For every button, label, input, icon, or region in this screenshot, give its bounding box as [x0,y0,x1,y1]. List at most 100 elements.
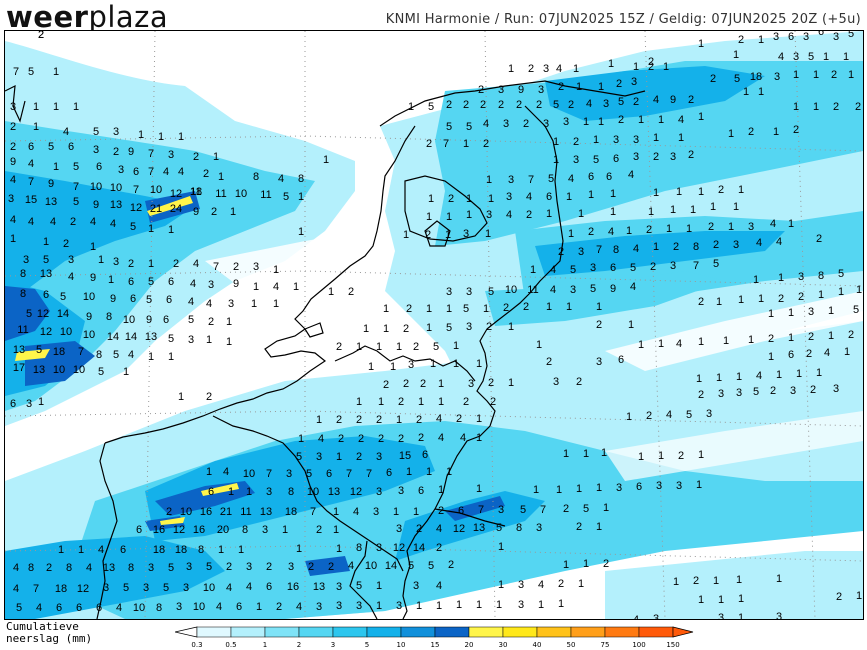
precip-value-label: 1 [486,174,492,186]
precip-value-label: 1 [206,334,212,346]
precip-value-label: 3 [376,542,382,554]
precip-value-label: 1 [273,298,279,310]
precip-value-label: 2 [38,31,44,41]
precip-value-label: 2 [688,94,694,106]
precip-value-label: 1 [658,450,664,462]
precip-value-label: 1 [43,236,49,248]
precip-value-label: 16 [193,524,205,536]
precip-value-label: 7 [78,346,84,358]
precip-value-label: 12 [170,188,182,200]
precip-value-label: 1 [713,575,719,587]
legend-tick-label: 30 [499,641,508,649]
precip-value-label: 3 [573,154,579,166]
precip-value-label: 2 [173,258,179,270]
precip-value-label: 1 [776,573,782,585]
precip-value-label: 3 [670,260,676,272]
precip-value-label: 1 [396,414,402,426]
precip-value-label: 18 [285,506,297,518]
precip-value-label: 4 [586,98,592,110]
precip-value-label: 3 [486,209,492,221]
precip-value-label: 3 [468,378,474,390]
precip-value-label: 5 [548,173,554,185]
precip-value-label: 3 [718,612,724,619]
precip-value-label: 13 [103,562,115,574]
precip-value-label: 5 [296,451,302,463]
precip-value-label: 6 [133,166,139,178]
precip-value-label: 3 [286,468,292,480]
precip-value-label: 4 [36,602,42,614]
legend-swatch [196,626,232,638]
precip-value-label: 2 [425,229,431,241]
precip-value-label: 8 [613,244,619,256]
precip-value-label: 8 [66,562,72,574]
precip-value-label: 1 [558,618,564,619]
precip-value-label: 12 [173,524,185,536]
precip-value-label: 12 [130,202,142,214]
precip-value-label: 1 [393,506,399,518]
precip-value-label: 1 [601,447,607,459]
precip-value-label: 3 [466,321,472,333]
precip-value-label: 5 [73,196,79,208]
precip-value-label: 5 [618,96,624,108]
precip-value-label: 18 [750,71,762,83]
precip-value-label: 8 [198,544,204,556]
precip-value-label: 1 [498,579,504,591]
precip-value-label: 2 [416,414,422,426]
precip-value-label: 14 [385,560,397,572]
precip-value-label: 9 [233,278,239,290]
precip-value-label: 5 [686,409,692,421]
precip-value-label: 1 [596,301,602,313]
precip-value-label: 1 [413,506,419,518]
precip-value-label: 2 [603,558,609,570]
precip-value-label: 1 [638,451,644,463]
precip-value-label: 5 [43,254,49,266]
precip-value-label: 1 [828,330,834,342]
precip-value-label: 13 [145,331,157,343]
precip-value-label: 12 [393,542,405,554]
precip-value-label: 2 [673,241,679,253]
precip-value-label: 3 [676,480,682,492]
precip-value-label: 1 [168,224,174,236]
precip-value-label: 6 [618,354,624,366]
legend-tick-label: 50 [567,641,576,649]
precip-value-label: 2 [46,562,52,574]
precip-value-label: 6 [163,314,169,326]
precip-value-label: 2 [211,206,217,218]
precip-value-label: 1 [238,544,244,556]
precip-value-label: 4 [318,433,324,445]
precip-value-label: 2 [356,414,362,426]
precip-value-label: 1 [663,61,669,73]
precip-value-label: 2 [698,389,704,401]
precip-value-label: 1 [583,448,589,460]
precip-value-label: 11 [240,506,251,518]
precip-value-label: 5 [93,126,99,138]
precip-value-label: 1 [446,303,452,315]
precip-value-label: 9 [670,94,676,106]
precip-value-label: 2 [698,296,704,308]
precip-value-label: 3 [498,84,504,96]
precip-value-label: 2 [446,99,452,111]
precip-value-label: 1 [558,598,564,610]
precip-value-label: 1 [610,188,616,200]
precip-value-label: 1 [356,341,362,353]
precip-value-label: 1 [828,305,834,317]
precip-value-label: 13 [40,268,52,280]
precip-value-label: 13 [260,506,272,518]
precip-value-label: 9 [10,156,16,168]
precip-value-label: 2 [486,321,492,333]
precip-value-label: 6 [168,276,174,288]
precip-value-label: 4 [178,166,184,178]
precip-value-label: 1 [316,414,322,426]
precip-value-label: 2 [710,73,716,85]
precip-value-label: 8 [818,270,824,282]
precip-value-label: 1 [323,154,329,166]
precip-legend: 0.3 0.5 1 2 3 5 10 15 20 30 40 50 75 100 150 [175,626,695,650]
precip-value-label: 5 [446,322,452,334]
precip-value-label: 4 [436,413,442,425]
legend-title: Cumulatieve neerslag (mm) [6,621,92,645]
precip-value-label: 1 [466,209,472,221]
precip-value-label: 1 [748,334,754,346]
precip-value-label: 5 [753,386,759,398]
precip-value-label: 3 [808,306,814,318]
